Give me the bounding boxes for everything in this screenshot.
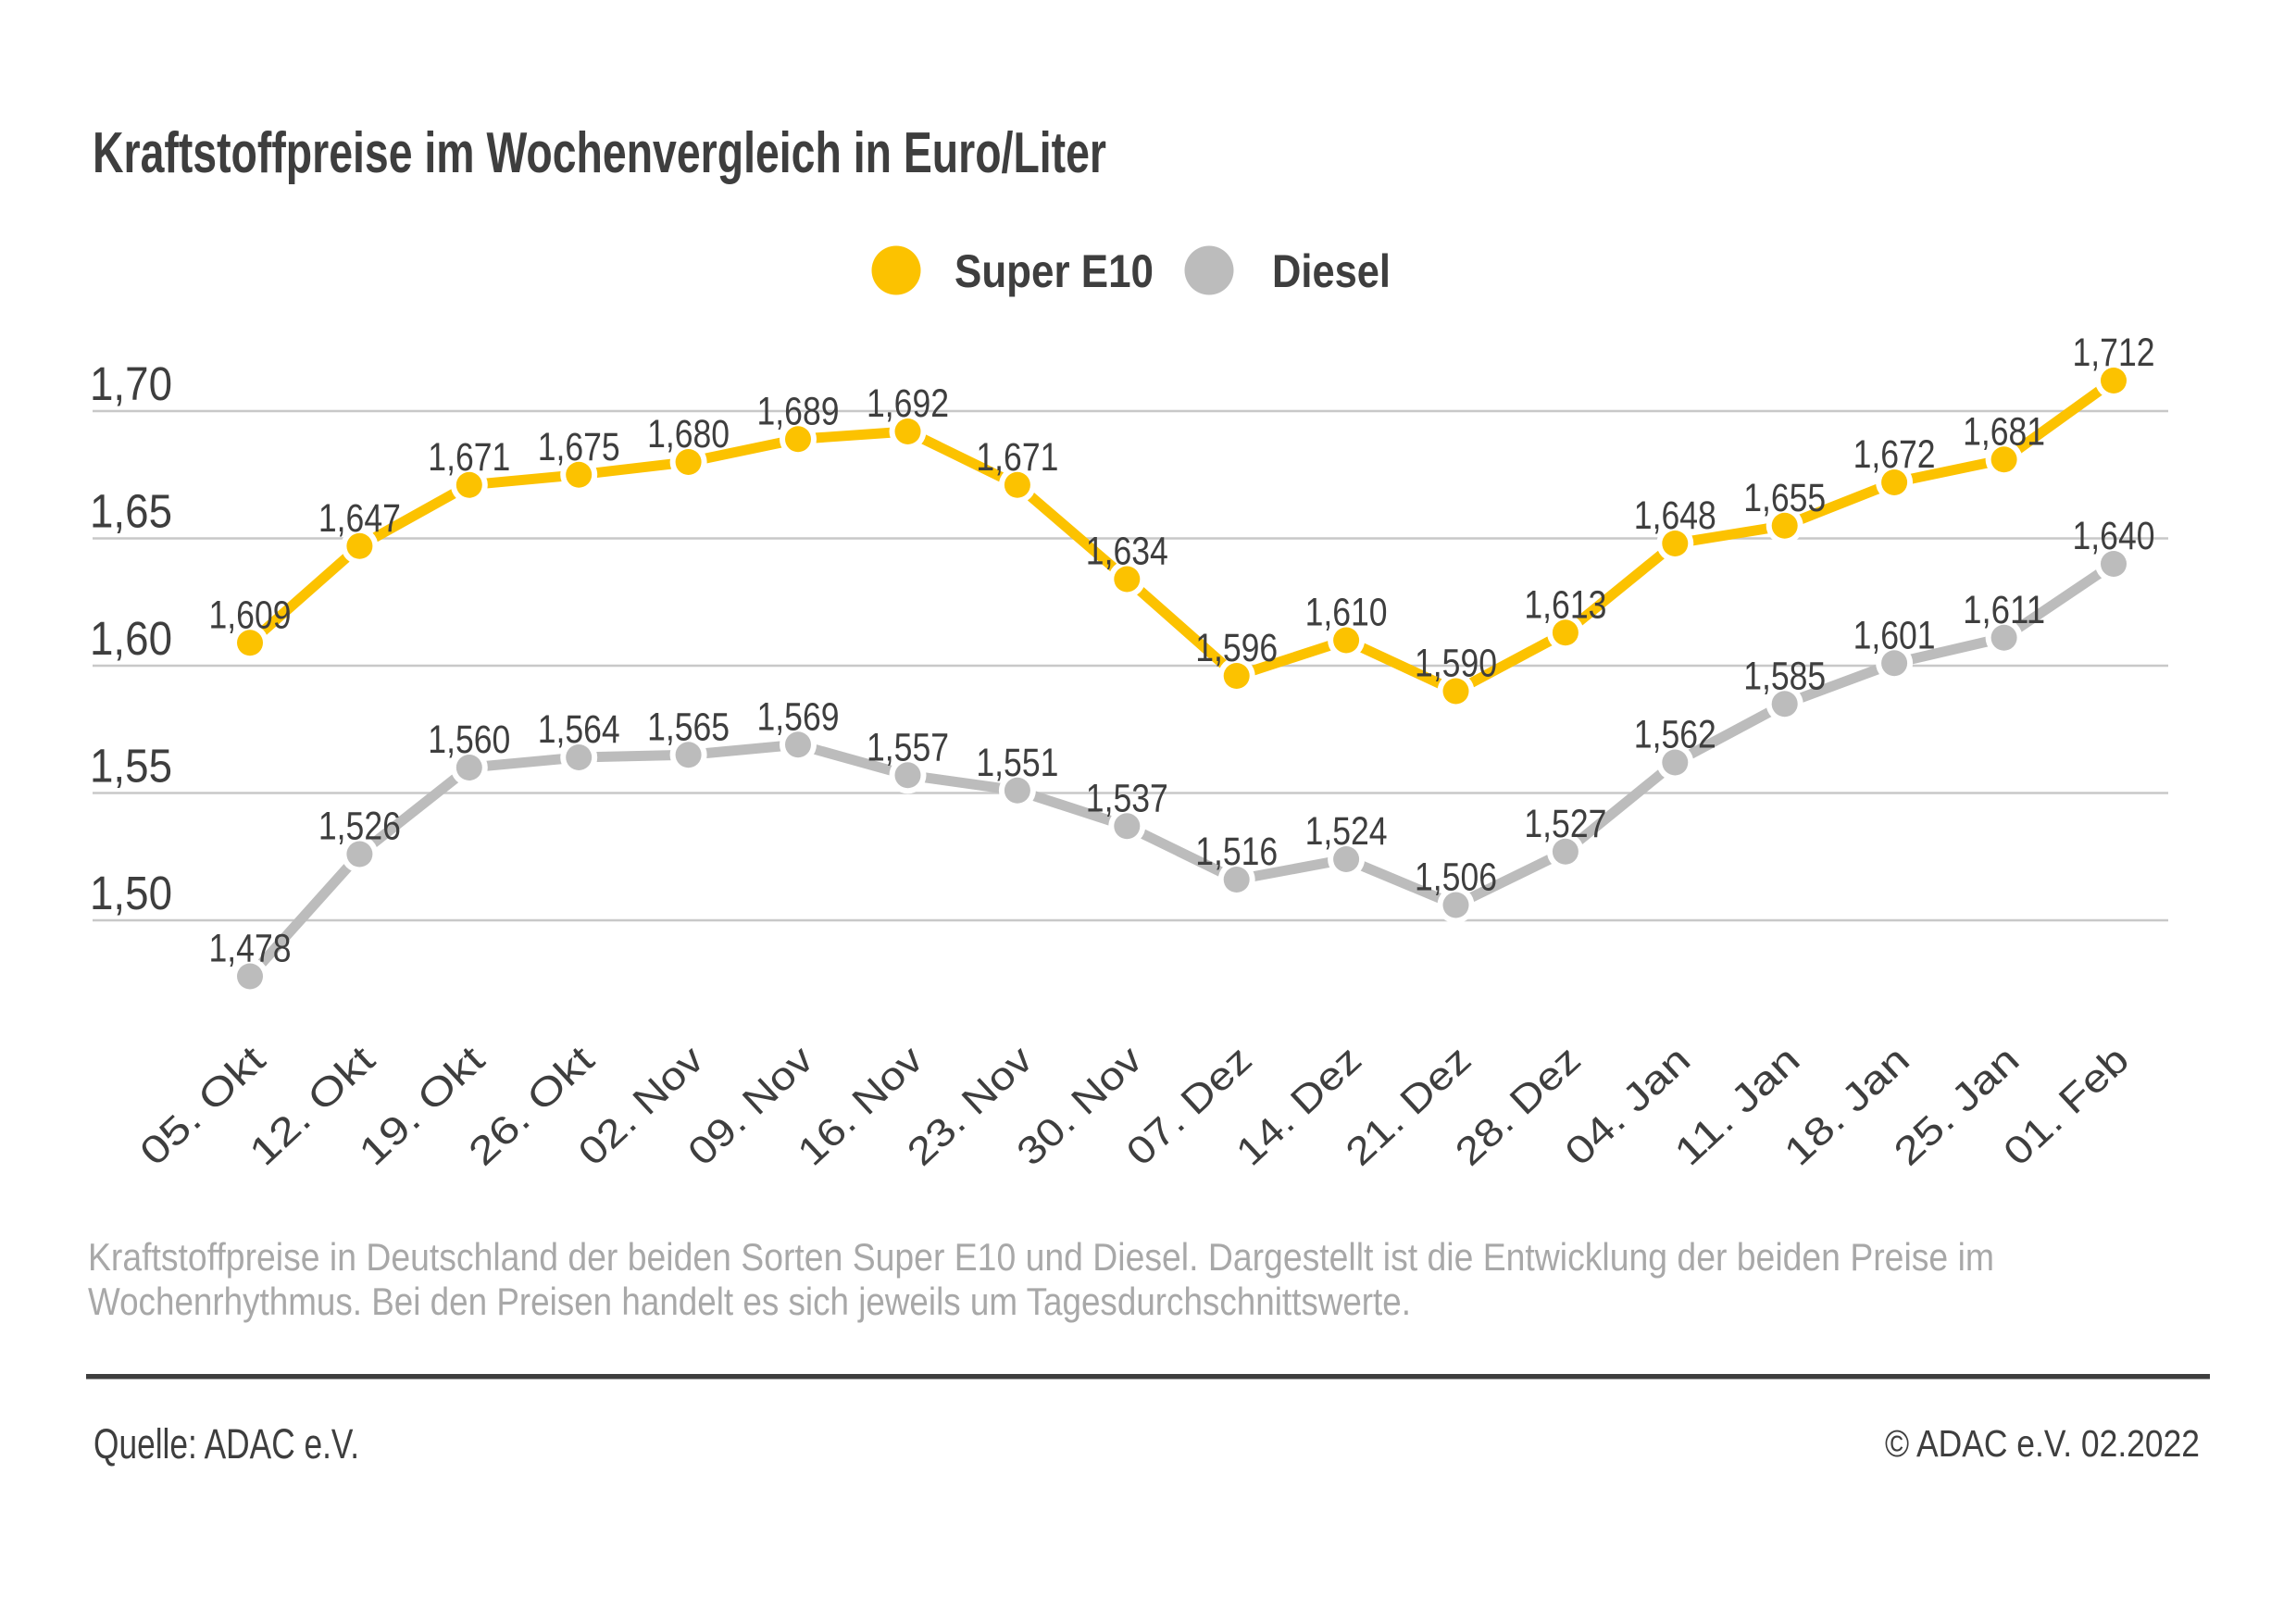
svg-text:1,712: 1,712	[2073, 331, 2155, 375]
svg-text:1,50: 1,50	[90, 867, 172, 919]
svg-text:1,526: 1,526	[318, 805, 401, 849]
svg-text:1,675: 1,675	[538, 425, 620, 469]
svg-text:1,562: 1,562	[1634, 713, 1716, 757]
svg-text:1,596: 1,596	[1195, 626, 1278, 670]
svg-text:1,569: 1,569	[757, 694, 840, 739]
svg-text:Quelle: ADAC e.V.: Quelle: ADAC e.V.	[94, 1420, 359, 1467]
svg-text:1,537: 1,537	[1086, 776, 1168, 820]
svg-text:1,689: 1,689	[757, 389, 840, 433]
svg-text:1,551: 1,551	[976, 741, 1058, 785]
svg-text:Super E10: Super E10	[955, 245, 1154, 297]
svg-text:1,648: 1,648	[1634, 493, 1716, 538]
svg-text:1,611: 1,611	[1963, 588, 2045, 632]
svg-text:1,516: 1,516	[1195, 830, 1278, 874]
svg-text:1,560: 1,560	[428, 718, 510, 762]
svg-text:1,527: 1,527	[1524, 802, 1606, 846]
svg-text:1,585: 1,585	[1743, 654, 1826, 698]
svg-text:1,610: 1,610	[1305, 591, 1388, 635]
svg-text:1,671: 1,671	[976, 435, 1058, 480]
svg-text:1,647: 1,647	[318, 496, 401, 541]
svg-text:1,634: 1,634	[1086, 530, 1168, 574]
svg-text:1,478: 1,478	[209, 927, 292, 971]
svg-text:1,524: 1,524	[1305, 809, 1388, 854]
svg-text:1,671: 1,671	[428, 435, 510, 480]
svg-text:1,590: 1,590	[1415, 642, 1497, 686]
svg-text:1,60: 1,60	[90, 612, 172, 665]
svg-text:1,70: 1,70	[90, 357, 172, 410]
svg-text:1,680: 1,680	[647, 412, 730, 456]
svg-text:1,601: 1,601	[1853, 613, 1936, 657]
svg-text:1,609: 1,609	[209, 593, 292, 637]
svg-text:© ADAC e.V. 02.2022: © ADAC e.V. 02.2022	[1885, 1422, 2200, 1465]
svg-text:1,564: 1,564	[538, 707, 620, 752]
svg-text:1,640: 1,640	[2073, 514, 2155, 558]
svg-text:1,565: 1,565	[647, 705, 730, 749]
svg-text:1,65: 1,65	[90, 485, 172, 538]
svg-text:1,692: 1,692	[867, 381, 949, 426]
svg-text:Diesel: Diesel	[1272, 245, 1391, 297]
svg-text:Kraftstoffpreise in Deutschlan: Kraftstoffpreise in Deutschland der beid…	[88, 1235, 1994, 1279]
svg-text:Wochenrhythmus. Bei den Preise: Wochenrhythmus. Bei den Preisen handelt …	[88, 1280, 1411, 1323]
svg-text:1,557: 1,557	[867, 725, 949, 769]
svg-text:Kraftstoffpreise im Wochenverg: Kraftstoffpreise im Wochenvergleich in E…	[93, 121, 1106, 185]
svg-text:1,613: 1,613	[1524, 582, 1606, 627]
svg-text:1,655: 1,655	[1743, 476, 1826, 520]
svg-text:1,55: 1,55	[90, 740, 172, 793]
svg-text:1,672: 1,672	[1853, 432, 1936, 477]
svg-text:1,506: 1,506	[1415, 855, 1497, 900]
svg-text:1,681: 1,681	[1963, 409, 2045, 454]
